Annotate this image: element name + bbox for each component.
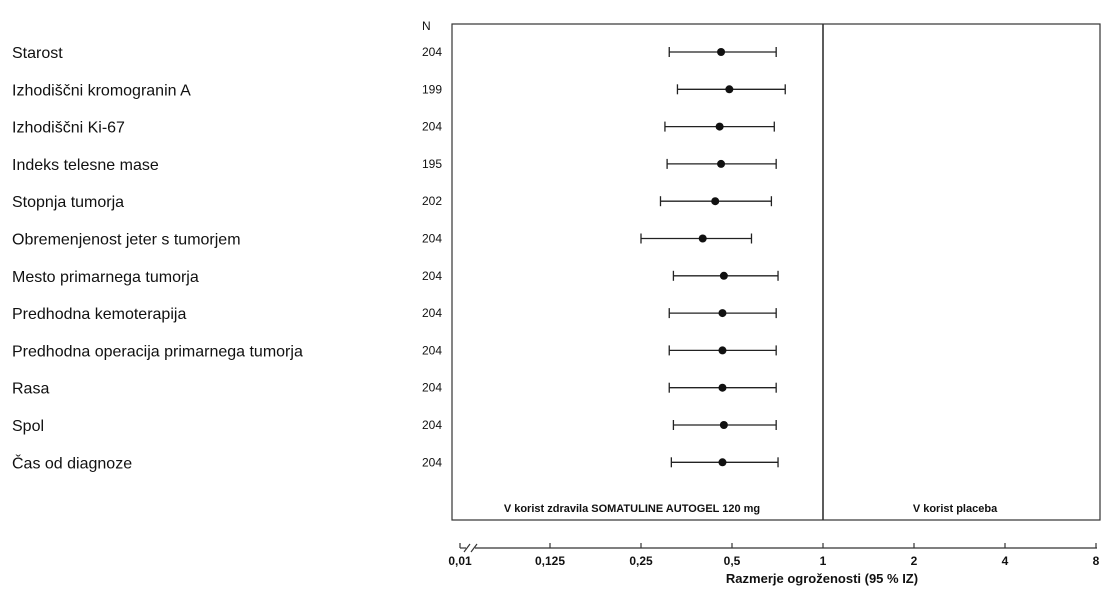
hazard-ratio-point [717,48,726,56]
x-axis-title: Razmerje ogroženosti (95 % IZ) [726,571,918,586]
hazard-ratio-point [717,159,726,168]
hazard-ratio-point [718,458,727,467]
hazard-ratio-point [718,383,727,392]
hazard-ratio-point [698,234,707,243]
subgroup-label: Čas od diagnoze [12,453,132,472]
x-tick-label: 0,25 [629,554,653,568]
plot-frame [451,23,1101,521]
forest-row: Izhodiščni Ki-67 204 [12,120,775,137]
x-tick-label: 1 [820,554,827,568]
x-tick-label: 4 [1002,554,1009,568]
hazard-ratio-point [718,309,727,318]
n-value: 204 [422,45,442,59]
n-value: 204 [422,269,442,283]
subgroup-label: Obremenjenost jeter s tumorjem [12,232,241,249]
subgroup-label: Mesto primarnega tumorja [12,269,199,286]
forest-row: Obremenjenost jeter s tumorjem 204 [12,232,753,249]
n-value: 204 [422,418,442,432]
forest-row: Čas od diagnoze 204 [12,453,779,472]
subgroup-label: Spol [12,418,44,435]
n-value: 204 [422,306,442,320]
x-tick-label: 0,5 [724,554,741,568]
hazard-ratio-point [725,85,734,94]
axis-break-mark [463,543,471,553]
favours-right-label: V korist placeba [913,503,998,515]
subgroup-label: Starost [12,45,63,62]
forest-row: Izhodiščni kromogranin A 199 [12,82,786,99]
forest-row: Indeks telesne mase 195 [12,157,777,174]
forest-row: Predhodna kemoterapija 204 [12,306,777,323]
forest-row: Predhodna operacija primarnega tumorja 20… [12,343,777,360]
forest-row: Rasa 204 [12,381,777,398]
forest-row: Starost 204 [12,45,777,62]
hazard-ratio-point [719,271,728,280]
n-value: 195 [422,157,442,171]
x-tick-label: 0,01 [448,554,472,568]
forest-row: Mesto primarnega tumorja 204 [12,269,779,286]
x-tick-label: 2 [911,554,918,568]
n-value: 204 [422,232,442,246]
hazard-ratio-point [715,122,724,131]
subgroup-label: Indeks telesne mase [12,157,159,174]
forest-row: Spol 204 [12,418,777,435]
subgroup-label: Rasa [12,381,49,398]
subgroup-label: Izhodiščni kromogranin A [12,82,191,99]
n-value: 202 [422,194,442,208]
n-column-header: N [422,19,431,33]
hazard-ratio-point [711,197,720,206]
n-value: 204 [422,343,442,357]
x-axis: 0,01 0,125 0,25 0,5 1 2 4 8 [448,543,1100,568]
hazard-ratio-point [719,421,728,429]
hazard-ratio-point [718,346,727,355]
n-value: 204 [422,120,442,134]
x-tick-label: 8 [1093,554,1100,568]
favours-left-label: V korist zdravila SOMATULINE AUTOGEL 120… [504,503,760,515]
forest-row: Stopnja tumorja 202 [12,194,773,211]
n-value: 204 [422,381,442,395]
n-value: 204 [422,455,442,469]
x-tick-label: 0,125 [535,554,565,568]
n-value: 199 [422,82,442,96]
subgroup-label: Stopnja tumorja [12,194,124,211]
axis-break-mark [470,543,478,553]
subgroup-label: Predhodna operacija primarnega tumorja [12,343,303,360]
subgroup-label: Izhodiščni Ki-67 [12,120,125,137]
subgroup-label: Predhodna kemoterapija [12,306,186,323]
